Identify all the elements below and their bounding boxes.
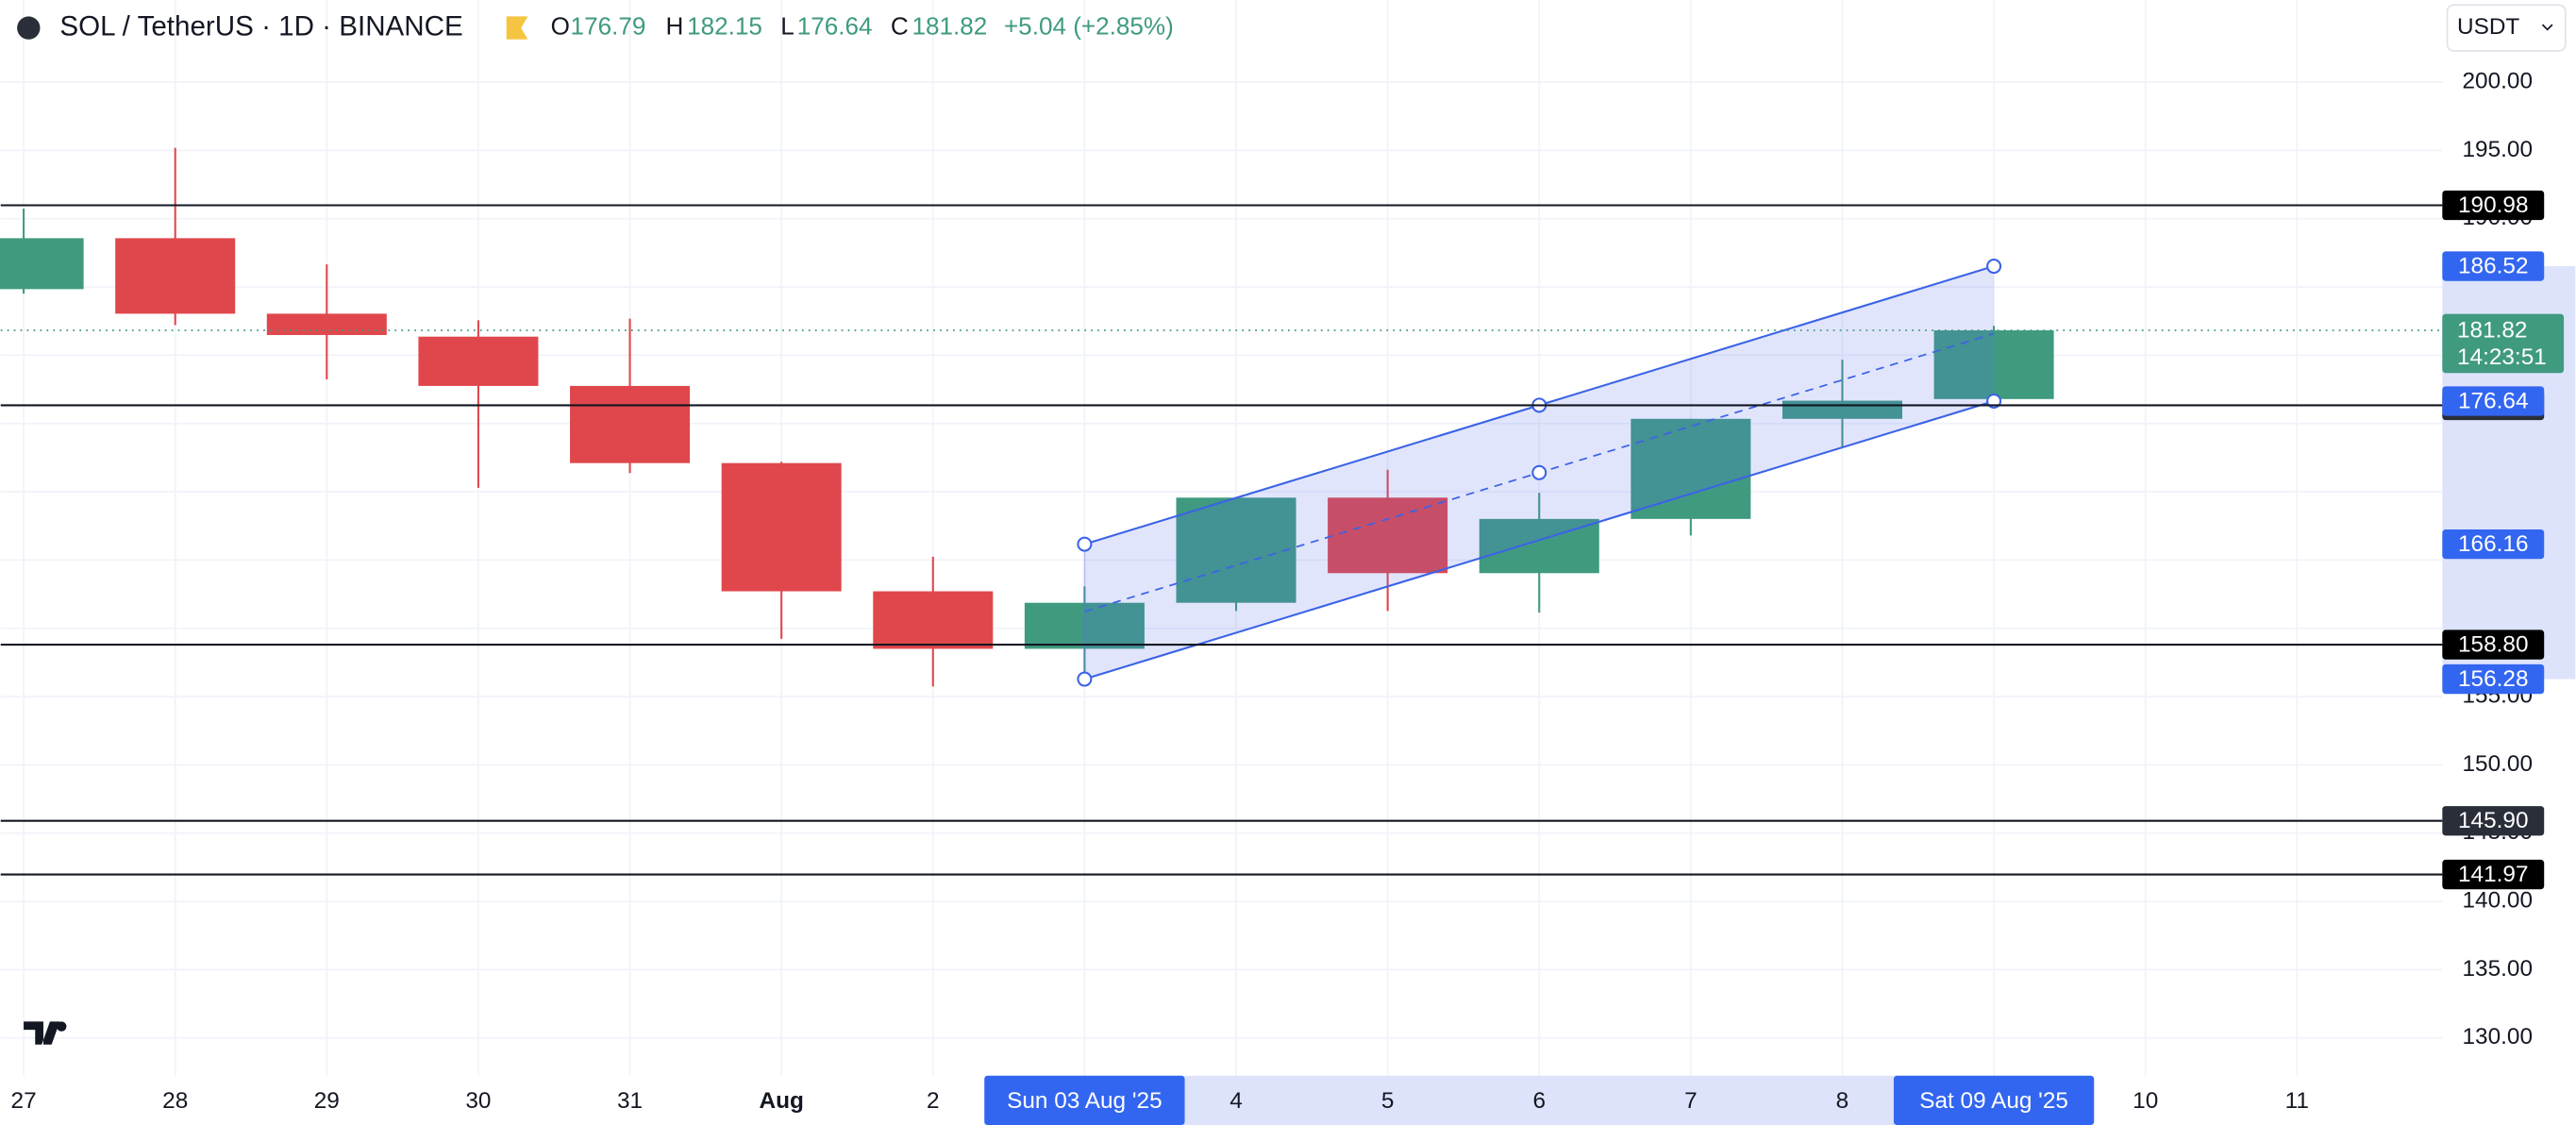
y-tick-label: 135.00 — [2463, 956, 2534, 982]
x-tick-label: 31 — [617, 1088, 643, 1114]
x-tick-label: 30 — [465, 1088, 491, 1114]
level-tag — [2442, 859, 2545, 890]
level-label: 145.90 — [2458, 808, 2529, 833]
low-label: L — [780, 11, 795, 40]
level-tag — [2442, 630, 2545, 660]
x-tick-label: 4 — [1229, 1088, 1243, 1114]
change-value: +5.04 (+2.85%) — [1004, 11, 1174, 40]
open-label: O — [551, 11, 570, 40]
currency-label: USDT — [2457, 14, 2519, 40]
candle-body — [1933, 330, 2054, 399]
x-tick-label: Sun 03 Aug '25 — [1007, 1088, 1163, 1114]
x-tick-label: 10 — [2133, 1088, 2158, 1114]
close-value: 181.82 — [912, 11, 988, 40]
x-tick-label: 11 — [2285, 1088, 2309, 1114]
price-label: 181.82 — [2457, 317, 2528, 343]
x-tick-label: 7 — [1684, 1088, 1698, 1114]
channel-price-label: 166.16 — [2458, 531, 2529, 557]
x-tick-label: 28 — [162, 1088, 188, 1114]
channel-price-label: 176.64 — [2458, 388, 2529, 413]
x-tick-label: 6 — [1532, 1088, 1546, 1114]
channel-price-tag — [2442, 663, 2545, 695]
candle-body — [0, 238, 84, 290]
candle-body — [1176, 497, 1296, 603]
close-label: C — [891, 11, 909, 40]
candle-body — [418, 336, 539, 386]
symbol-icon[interactable] — [17, 16, 41, 40]
candle-body — [1024, 602, 1145, 649]
chart-title: SOL / TetherUS · 1D · BINANCE — [59, 10, 462, 42]
candle-body — [266, 313, 387, 335]
x-tick-highlight — [1893, 1075, 2095, 1125]
candle-body — [873, 591, 994, 649]
channel-handle — [1986, 259, 2002, 275]
candle-body — [115, 238, 236, 314]
level-tag — [2442, 190, 2545, 221]
channel-price-tag — [2442, 251, 2545, 281]
x-tick-label: 2 — [927, 1088, 940, 1114]
x-tick-label: Aug — [759, 1088, 803, 1114]
level-label: 190.98 — [2458, 193, 2529, 218]
currency-select[interactable] — [2446, 4, 2567, 52]
y-tick-label: 195.00 — [2463, 137, 2534, 162]
candle-body — [1328, 497, 1448, 574]
y-tick-label: 140.00 — [2463, 888, 2534, 914]
price-tag — [2442, 313, 2565, 374]
high-label: H — [665, 11, 683, 40]
open-value: 176.79 — [571, 11, 646, 40]
level-label: 158.80 — [2458, 631, 2529, 657]
x-tick-label: 27 — [11, 1088, 37, 1114]
level-tag — [2442, 806, 2545, 836]
flag-icon[interactable] — [506, 16, 528, 40]
channel-lower — [1084, 399, 1995, 680]
y-tick-label: 130.00 — [2463, 1024, 2534, 1049]
x-tick-label: Sat 09 Aug '25 — [1919, 1088, 2068, 1114]
channel-price-tag — [2442, 386, 2545, 416]
channel-handle — [1077, 536, 1093, 552]
x-tick-highlight — [984, 1075, 1185, 1125]
dropdown-arrow — [2541, 24, 2553, 31]
countdown-label: 14:23:51 — [2457, 344, 2547, 370]
channel-handle — [1077, 671, 1093, 687]
channel-handle — [1531, 464, 1547, 480]
x-tick-label: 5 — [1381, 1088, 1395, 1114]
high-value: 182.15 — [687, 11, 762, 40]
level-label: 141.97 — [2458, 862, 2529, 887]
plot: 130.00135.00140.00145.00150.00155.00160.… — [0, 68, 2576, 1125]
y-tick-label: 200.00 — [2463, 68, 2534, 93]
logo — [24, 1021, 67, 1045]
channel-price-label: 156.28 — [2458, 666, 2529, 692]
candle-body — [1631, 418, 1751, 519]
candle-body — [721, 462, 842, 592]
candle-body — [570, 385, 691, 463]
x-tick-label: 8 — [1836, 1088, 1849, 1114]
channel-price-tag — [2442, 529, 2545, 560]
channel-price-label: 186.52 — [2458, 253, 2529, 278]
x-tick-label: 29 — [314, 1088, 340, 1114]
low-value: 176.64 — [797, 11, 873, 40]
y-tick-label: 150.00 — [2463, 751, 2534, 777]
